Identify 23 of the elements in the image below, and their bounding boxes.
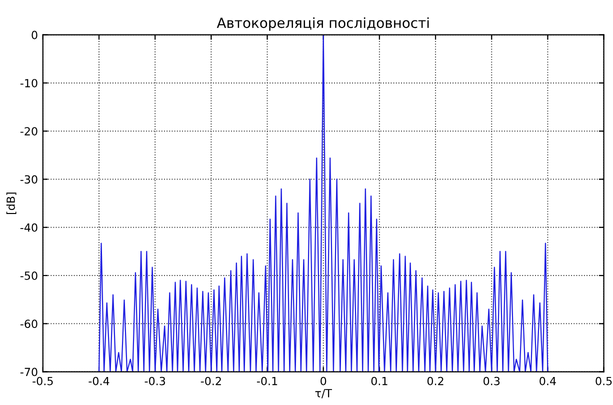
y-tick-label: 0 [32, 30, 38, 40]
x-tick-label: -0.4 [88, 376, 110, 386]
y-tick-label: -10 [20, 78, 38, 88]
y-tick-label: -50 [20, 271, 38, 280]
y-axis-title: [dB] [6, 192, 16, 214]
x-tick-label: 0 [320, 376, 326, 386]
y-tick-label: -70 [20, 368, 38, 376]
y-tick-label: -20 [20, 127, 38, 136]
chart-title: Автокореляція послідовності [216, 17, 429, 31]
x-tick-label: 0.5 [596, 376, 612, 386]
x-tick-label: -0.2 [200, 376, 221, 386]
x-tick-label: 0.4 [540, 376, 556, 386]
y-tick-label: -30 [20, 175, 38, 184]
x-axis-title: τ/T [315, 389, 332, 398]
y-tick-label: -60 [20, 320, 38, 328]
y-tick-label: -40 [20, 223, 38, 232]
x-tick-label: 0.3 [484, 376, 500, 386]
x-tick-label: -0.3 [144, 376, 166, 386]
x-tick-label: -0.5 [32, 376, 53, 386]
x-tick-label: 0.2 [427, 376, 444, 386]
x-tick-label: -0.1 [256, 376, 278, 386]
x-tick-label: 0.1 [371, 376, 388, 386]
line-series [98, 34, 548, 372]
